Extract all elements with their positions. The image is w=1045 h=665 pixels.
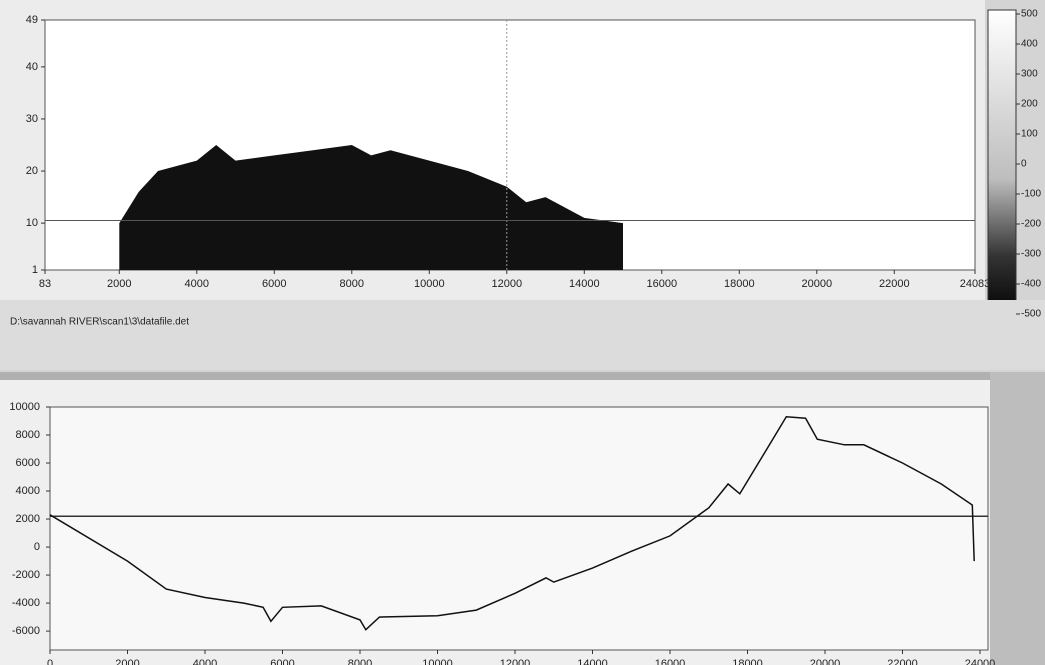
side-border	[990, 372, 1045, 665]
bottom-plot-area	[50, 407, 988, 650]
x-tick-label: 24083	[960, 278, 991, 290]
colorbar-tick-label: 400	[1021, 39, 1038, 50]
y-tick-label: 1	[32, 264, 38, 276]
toolbar	[0, 372, 990, 380]
colorbar-tick-label: 300	[1021, 69, 1038, 80]
page: D:\savannah RIVER\scan1\3\datafile.det 8…	[0, 0, 1045, 665]
x-tick-label: 22000	[879, 278, 910, 290]
x-tick-label: 18000	[724, 278, 755, 290]
y-tick-label: 8000	[16, 429, 40, 441]
x-tick-label: 12000	[491, 278, 522, 290]
x-tick-label: 2000	[115, 658, 139, 665]
colorbar-tick-label: -300	[1021, 249, 1041, 260]
colorbar-tick-label: 0	[1021, 159, 1027, 170]
x-tick-label: 20000	[801, 278, 832, 290]
screen: D:\savannah RIVER\scan1\3\datafile.det 8…	[0, 0, 1045, 665]
file-path: D:\savannah RIVER\scan1\3\datafile.det	[10, 317, 189, 328]
x-tick-label: 16000	[655, 658, 686, 665]
x-tick-label: 8000	[340, 278, 364, 290]
x-tick-label: 6000	[262, 278, 286, 290]
y-tick-label: 4000	[16, 485, 40, 497]
x-tick-label: 2000	[107, 278, 131, 290]
x-tick-label: 10000	[422, 658, 453, 665]
y-tick-label: 30	[26, 113, 38, 125]
colorbar	[988, 10, 1016, 318]
y-tick-label: 0	[34, 541, 40, 553]
x-tick-label: 14000	[569, 278, 600, 290]
x-tick-label: 14000	[577, 658, 608, 665]
x-tick-label: 10000	[414, 278, 445, 290]
x-tick-label: 0	[47, 658, 53, 665]
colorbar-tick-label: -200	[1021, 219, 1041, 230]
colorbar-tick-label: 500	[1021, 9, 1038, 20]
status-area	[0, 300, 1045, 370]
y-tick-label: 10000	[9, 401, 40, 413]
x-tick-label: 22000	[887, 658, 918, 665]
colorbar-tick-label: -100	[1021, 189, 1041, 200]
x-tick-label: 6000	[270, 658, 294, 665]
y-tick-label: 40	[26, 61, 38, 73]
x-tick-label: 83	[39, 278, 51, 290]
colorbar-tick-label: -500	[1021, 309, 1041, 320]
y-tick-label: -6000	[12, 625, 40, 637]
x-tick-label: 20000	[810, 658, 841, 665]
y-tick-label: 6000	[16, 457, 40, 469]
x-tick-label: 18000	[732, 658, 763, 665]
y-tick-label: 2000	[16, 513, 40, 525]
x-tick-label: 12000	[500, 658, 531, 665]
colorbar-tick-label: -400	[1021, 279, 1041, 290]
x-tick-label: 24000	[965, 658, 996, 665]
y-tick-label: -2000	[12, 569, 40, 581]
x-tick-label: 4000	[193, 658, 217, 665]
y-tick-label: 49	[26, 14, 38, 26]
colorbar-tick-label: 100	[1021, 129, 1038, 140]
x-tick-label: 4000	[185, 278, 209, 290]
y-tick-label: 10	[26, 217, 38, 229]
y-tick-label: -4000	[12, 597, 40, 609]
x-tick-label: 8000	[348, 658, 372, 665]
x-tick-label: 16000	[646, 278, 677, 290]
y-tick-label: 20	[26, 165, 38, 177]
colorbar-tick-label: 200	[1021, 99, 1038, 110]
